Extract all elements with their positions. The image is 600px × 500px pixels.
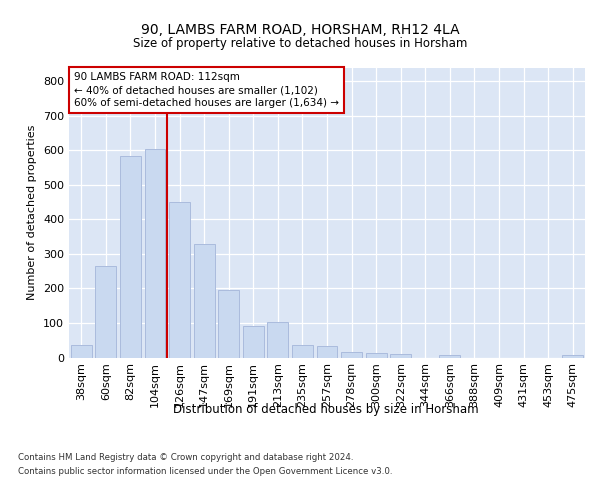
Bar xyxy=(145,148,166,358)
Text: 90, LAMBS FARM ROAD, HORSHAM, RH12 4LA: 90, LAMBS FARM ROAD, HORSHAM, RH12 4LA xyxy=(140,22,460,36)
Text: Contains public sector information licensed under the Open Government Licence v3: Contains public sector information licen… xyxy=(18,467,392,476)
Text: Distribution of detached houses by size in Horsham: Distribution of detached houses by size … xyxy=(173,402,479,415)
Text: Size of property relative to detached houses in Horsham: Size of property relative to detached ho… xyxy=(133,36,467,50)
Bar xyxy=(390,354,411,358)
Bar xyxy=(439,355,460,358)
Y-axis label: Number of detached properties: Number of detached properties xyxy=(28,125,37,300)
Bar xyxy=(562,355,583,358)
Bar xyxy=(71,344,92,358)
Text: Contains HM Land Registry data © Crown copyright and database right 2024.: Contains HM Land Registry data © Crown c… xyxy=(18,454,353,462)
Bar xyxy=(194,244,215,358)
Bar xyxy=(341,352,362,358)
Bar xyxy=(365,354,386,358)
Bar xyxy=(120,156,141,358)
Bar xyxy=(169,202,190,358)
Text: 90 LAMBS FARM ROAD: 112sqm
← 40% of detached houses are smaller (1,102)
60% of s: 90 LAMBS FARM ROAD: 112sqm ← 40% of deta… xyxy=(74,72,339,108)
Bar xyxy=(243,326,264,358)
Bar xyxy=(317,346,337,358)
Bar xyxy=(292,344,313,358)
Bar xyxy=(268,322,289,358)
Bar xyxy=(218,290,239,358)
Bar xyxy=(95,266,116,358)
